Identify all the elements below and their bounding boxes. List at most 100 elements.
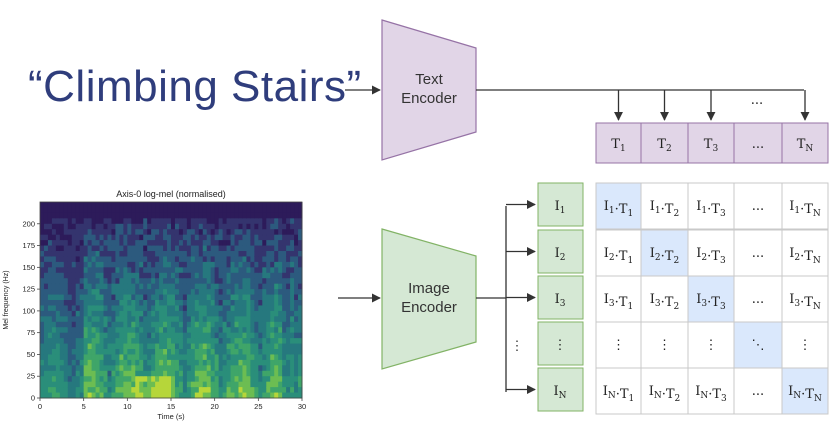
spectrogram-pixel xyxy=(107,218,112,225)
spectrogram-pixel xyxy=(226,349,232,355)
spectrogram-pixel xyxy=(83,365,89,372)
spectrogram-pixel xyxy=(198,202,204,208)
spectrogram-pixel xyxy=(294,365,299,372)
spectrogram-pixel xyxy=(135,212,140,219)
spectrogram-pixel xyxy=(143,354,148,361)
spectrogram-pixel xyxy=(55,370,61,377)
spectrogram-pixel xyxy=(278,207,283,214)
spectrogram-pixel xyxy=(151,359,156,366)
spectrogram-pixel xyxy=(258,245,263,252)
spectrogram-pixel xyxy=(214,272,220,279)
spectrogram-pixel xyxy=(159,376,164,383)
spectrogram-pixel xyxy=(282,327,287,334)
spectrogram-pixel xyxy=(143,294,148,301)
spectrogram-pixel xyxy=(83,229,89,236)
spectrogram-pixel xyxy=(43,283,49,290)
image-embedding-label: IN xyxy=(553,384,566,401)
text-embedding-label: T3 xyxy=(704,137,719,154)
spectrogram-pixel xyxy=(222,202,228,208)
spectrogram-pixel xyxy=(119,343,124,350)
spectrogram-pixel xyxy=(194,278,200,285)
spectrogram-pixel xyxy=(254,327,259,334)
spectrogram-pixel xyxy=(51,212,57,219)
spectrogram-pixel xyxy=(202,289,208,296)
spectrogram-pixel xyxy=(151,212,156,219)
spectrogram-title: Axis-0 log-mel (normalised) xyxy=(116,189,226,199)
spectrogram-pixel xyxy=(222,305,228,312)
spectrogram-pixel xyxy=(274,240,279,247)
spectrogram-pixel xyxy=(135,381,140,388)
spectrogram-pixel xyxy=(75,245,81,252)
spectrogram-pixel xyxy=(238,387,243,394)
spectrogram-pixel xyxy=(95,240,101,247)
spectrogram-pixel xyxy=(167,310,172,317)
spectrogram-pixel xyxy=(127,202,132,208)
spectrogram-pixel xyxy=(222,272,228,279)
spectrogram-pixel xyxy=(79,349,85,355)
spectrogram-pixel xyxy=(238,381,243,388)
spectrogram-pixel xyxy=(198,387,204,394)
spectrogram-pixel xyxy=(286,370,291,377)
spectrogram-pixel xyxy=(91,234,97,241)
spectrogram-pixel xyxy=(262,283,267,290)
spectrogram-pixel xyxy=(230,310,236,317)
spectrogram-pixel xyxy=(127,349,132,355)
spectrogram-pixel xyxy=(87,289,93,296)
spectrogram-pixel xyxy=(194,207,200,214)
spectrogram-pixel xyxy=(111,283,116,290)
spectrogram-pixel xyxy=(103,267,108,274)
spectrogram-pixel xyxy=(99,359,105,366)
spectrogram-pixel xyxy=(270,327,275,334)
spectrogram-pixel xyxy=(119,316,124,323)
spectrogram-pixel xyxy=(63,354,69,361)
spectrogram-pixel xyxy=(111,370,116,377)
spectrogram-pixel xyxy=(79,278,85,285)
spectrogram-pixel xyxy=(230,283,236,290)
x-tick-label: 15 xyxy=(167,402,175,411)
spectrogram-pixel xyxy=(95,212,101,219)
spectrogram-pixel xyxy=(178,229,184,236)
spectrogram-pixel xyxy=(242,245,247,252)
spectrogram-pixel xyxy=(294,212,299,219)
spectrogram-pixel xyxy=(67,283,73,290)
spectrogram-pixel xyxy=(91,381,97,388)
spectrogram-pixel xyxy=(242,202,247,208)
spectrogram-pixel xyxy=(250,251,255,257)
matrix-cell-label: I1·TN xyxy=(789,199,821,219)
spectrogram-pixel xyxy=(270,289,275,296)
spectrogram-pixel xyxy=(159,387,164,394)
spectrogram-pixel xyxy=(242,305,247,312)
spectrogram-pixel xyxy=(71,343,77,350)
spectrogram-pixel xyxy=(67,261,73,268)
spectrogram-pixel xyxy=(79,289,85,296)
spectrogram-pixel xyxy=(242,283,247,290)
spectrogram-pixel xyxy=(83,343,89,350)
spectrogram-pixel xyxy=(143,300,148,306)
spectrogram-pixel xyxy=(290,261,295,268)
spectrogram-pixel xyxy=(51,349,57,355)
spectrogram-pixel xyxy=(107,256,112,263)
spectrogram-pixel xyxy=(246,272,251,279)
spectrogram-pixel xyxy=(298,387,303,394)
spectrogram-pixel xyxy=(79,370,85,377)
spectrogram-pixel xyxy=(262,234,267,241)
spectrogram-pixel xyxy=(163,261,168,268)
spectrogram-pixel xyxy=(290,349,295,355)
spectrogram-pixel xyxy=(246,267,251,274)
spectrogram-pixel xyxy=(222,310,228,317)
spectrogram-pixel xyxy=(286,376,291,383)
spectrogram-pixel xyxy=(79,354,85,361)
spectrogram-pixel xyxy=(198,294,204,301)
spectrogram-pixel xyxy=(135,349,140,355)
spectrogram-pixel xyxy=(294,272,299,279)
spectrogram-pixel xyxy=(290,376,295,383)
spectrogram-pixel xyxy=(51,240,57,247)
spectrogram-pixel xyxy=(214,261,220,268)
spectrogram-pixel xyxy=(242,338,247,345)
spectrogram-pixel xyxy=(171,267,176,274)
spectrogram-pixel xyxy=(167,365,172,372)
spectrogram-pixel xyxy=(107,261,112,268)
spectrogram-pixel xyxy=(83,294,89,301)
spectrogram-pixel xyxy=(75,240,81,247)
